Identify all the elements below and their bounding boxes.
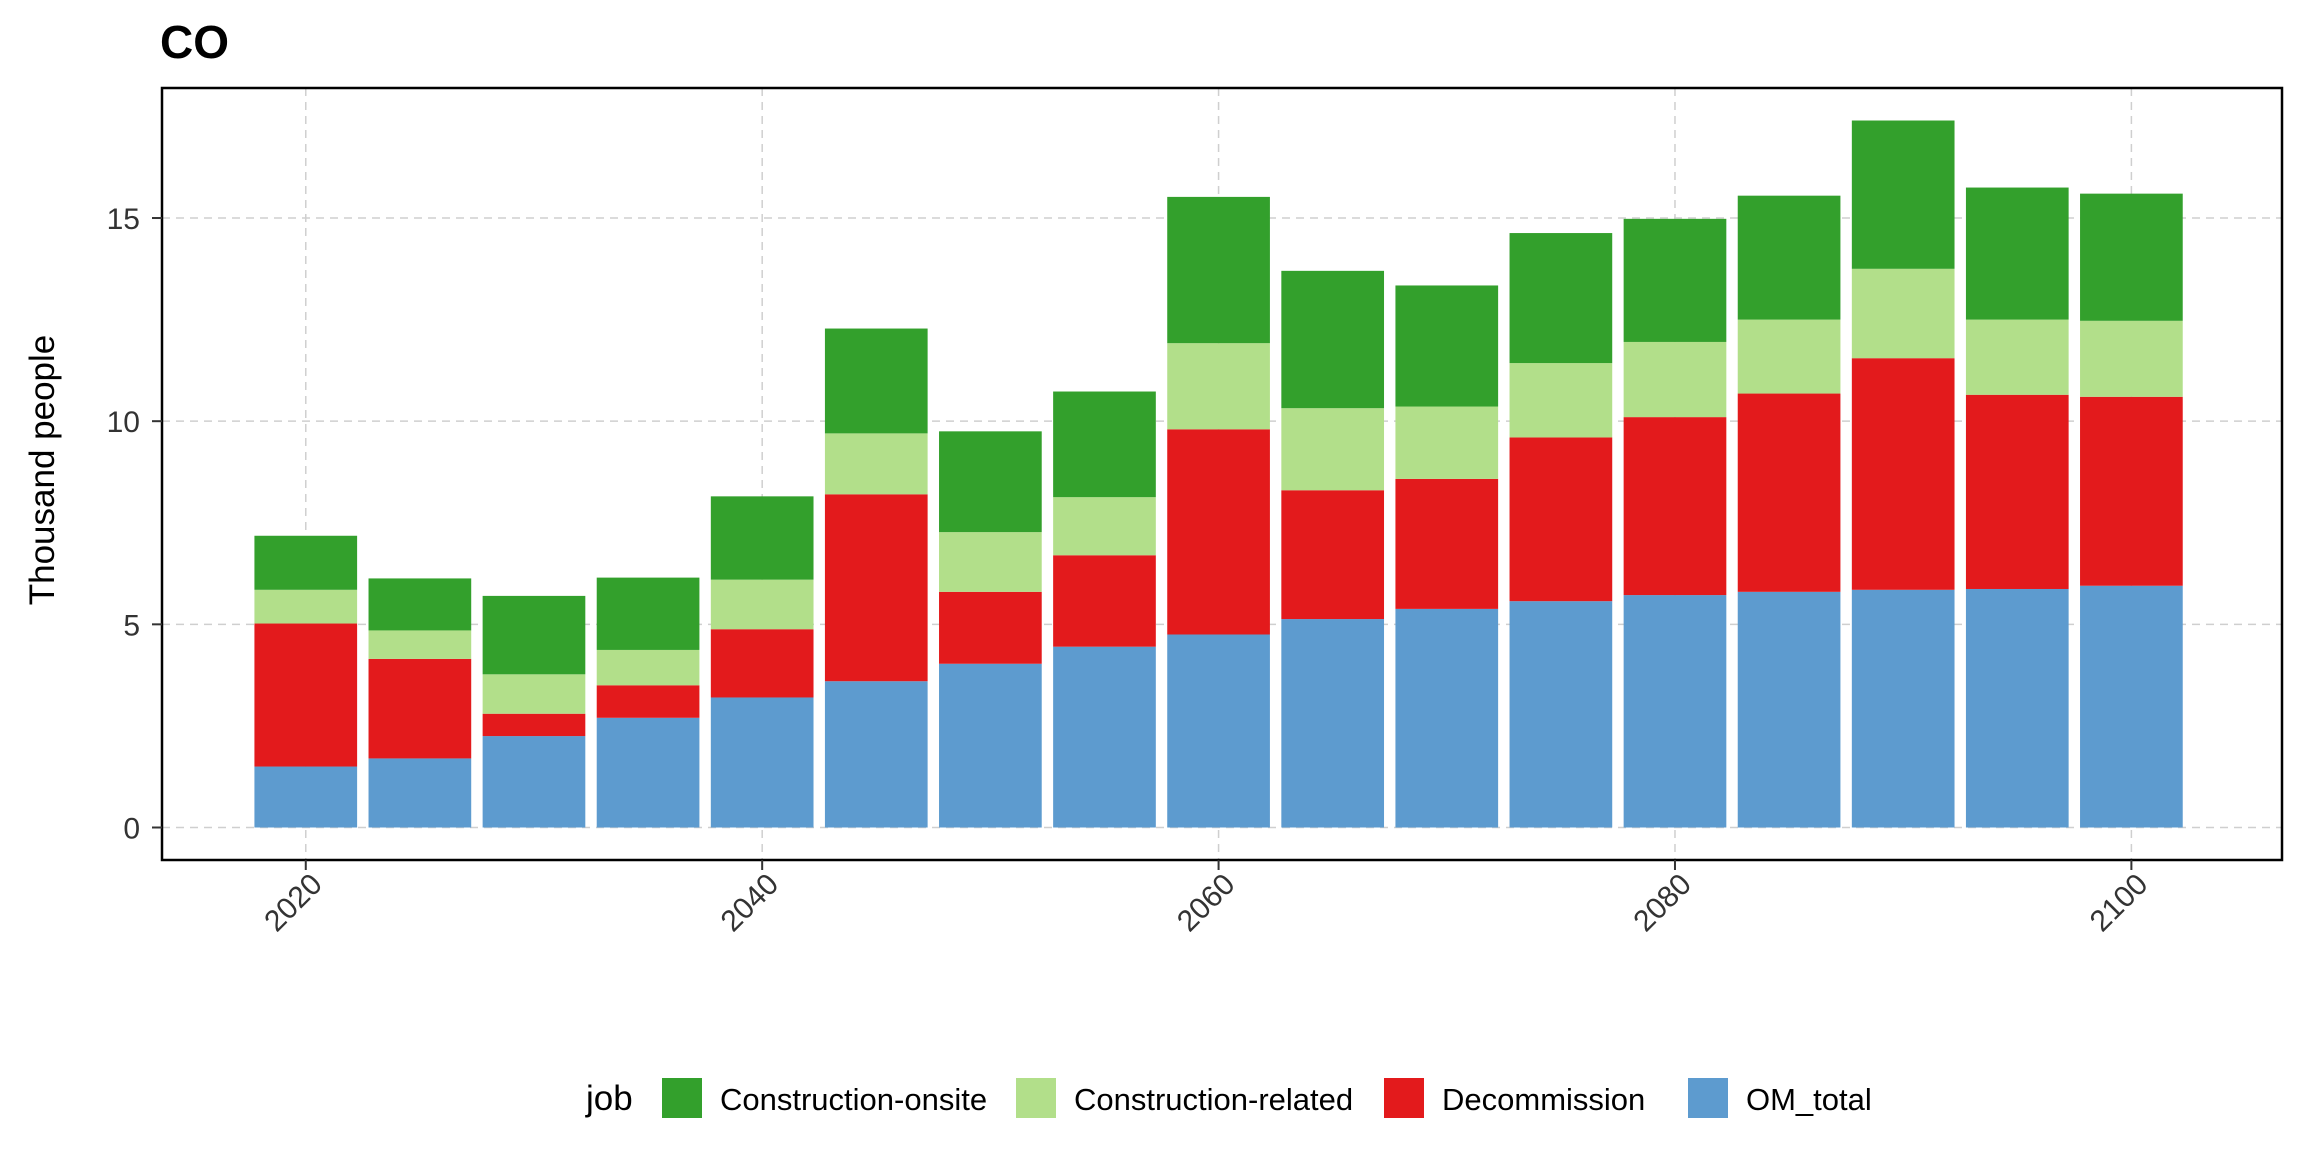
plot-frame: [160, 86, 2284, 862]
bar-segment-construction-related: [1851, 268, 1955, 359]
bar-segment-decommission: [1281, 490, 1385, 620]
bar-segment-decommission: [1395, 478, 1499, 609]
bar-segment-construction-onsite: [1167, 196, 1270, 344]
legend-label-decommission: Decommission: [1442, 1082, 1645, 1117]
x-tick-label: 2040: [715, 868, 786, 939]
bar-segment-construction-related: [254, 589, 358, 624]
bar-segment-construction-related: [2080, 320, 2183, 397]
bar-segment-construction-related: [1281, 408, 1385, 491]
bar-segment-construction-related: [939, 532, 1042, 592]
bar-segment-construction-related: [1623, 341, 1727, 418]
legend-label-construction-related: Construction-related: [1074, 1082, 1353, 1117]
bar-segment-construction-onsite: [1737, 195, 1841, 320]
bar-segment-decommission: [1737, 393, 1841, 592]
bar-segment-om-total: [1623, 595, 1727, 828]
chart-title: CO: [160, 16, 229, 68]
bar-segment-construction-onsite: [1395, 285, 1499, 407]
bar-segment-om-total: [482, 736, 586, 828]
x-tick-label: 2080: [1627, 868, 1698, 939]
bar-segment-decommission: [710, 629, 814, 698]
bar-segment-construction-onsite: [1281, 270, 1385, 409]
bar-segment-construction-onsite: [1053, 391, 1156, 498]
bar-segment-om-total: [254, 766, 358, 828]
bar-segment-om-total: [1509, 601, 1613, 828]
bar-segment-decommission: [1053, 555, 1156, 647]
y-tick-label: 10: [107, 406, 140, 439]
bar-segment-om-total: [368, 758, 472, 828]
y-tick-label: 5: [123, 609, 140, 642]
bar-segment-construction-related: [1053, 497, 1156, 556]
bar-segment-construction-related: [710, 579, 814, 630]
bar-segment-construction-onsite: [710, 496, 814, 580]
bar-segment-decommission: [1167, 429, 1270, 635]
bar-segment-construction-related: [368, 630, 472, 659]
bar-segment-om-total: [1281, 619, 1385, 828]
bar-segment-om-total: [939, 663, 1042, 828]
bar-segment-decommission: [824, 494, 928, 682]
bar-segment-om-total: [1851, 589, 1955, 828]
legend-key-decommission: [1384, 1078, 1424, 1118]
bar-segment-construction-related: [482, 674, 586, 714]
bar-segment-construction-onsite: [482, 595, 586, 675]
bar-segment-construction-related: [1509, 363, 1613, 438]
legend-key-construction-related: [1016, 1078, 1056, 1118]
bar-segment-decommission: [939, 591, 1042, 664]
bar-segment-construction-related: [824, 433, 928, 495]
bar-segment-construction-onsite: [1623, 218, 1727, 342]
bar-segment-construction-onsite: [2080, 193, 2183, 321]
bar-segment-om-total: [710, 697, 814, 828]
bar-segment-om-total: [596, 717, 700, 828]
bar-segment-decommission: [1509, 437, 1613, 602]
legend-label-om-total: OM_total: [1746, 1082, 1872, 1117]
bar-segment-om-total: [1395, 608, 1499, 828]
bar-segment-construction-onsite: [1965, 187, 2069, 320]
x-tick-label: 2060: [1171, 868, 1242, 939]
bar-segment-decommission: [368, 658, 472, 759]
bar-segment-decommission: [2080, 396, 2183, 586]
bar-segment-om-total: [1167, 634, 1270, 828]
bar-segment-decommission: [254, 623, 358, 767]
legend-key-construction-onsite: [662, 1078, 702, 1118]
bar-segment-decommission: [596, 685, 700, 718]
y-tick-label: 0: [123, 812, 140, 845]
bar-segment-construction-onsite: [368, 578, 472, 631]
legend-key-om-total: [1688, 1078, 1728, 1118]
bar-segment-om-total: [1965, 588, 2069, 828]
bar-segment-construction-onsite: [1509, 233, 1613, 364]
bar-segment-om-total: [824, 681, 928, 828]
bar-segment-construction-related: [1395, 406, 1499, 479]
y-axis-label: Thousand people: [23, 335, 62, 606]
bar-segment-decommission: [1851, 358, 1955, 590]
legend-label-construction-onsite: Construction-onsite: [720, 1082, 987, 1117]
legend: job Construction-onsite Construction-rela…: [585, 1078, 1872, 1118]
bar-segment-decommission: [1965, 394, 2069, 589]
bar-segment-construction-onsite: [254, 535, 358, 590]
bar-segment-construction-onsite: [596, 577, 700, 650]
bar-segment-om-total: [1053, 646, 1156, 828]
x-tick-label: 2020: [258, 868, 329, 939]
bar-segment-construction-related: [1737, 319, 1841, 394]
bar-segment-construction-related: [1965, 319, 2069, 395]
bar-segment-construction-related: [1167, 343, 1270, 430]
legend-items: Construction-onsite Construction-related D…: [662, 1078, 1872, 1118]
bar-segment-decommission: [1623, 417, 1727, 596]
bar-segment-construction-related: [596, 649, 700, 686]
bar-segment-om-total: [2080, 585, 2183, 828]
y-tick-label: 15: [107, 203, 140, 236]
legend-title: job: [585, 1079, 633, 1118]
bars: [254, 120, 2183, 828]
bar-segment-construction-onsite: [824, 328, 928, 434]
bar-segment-om-total: [1737, 591, 1841, 828]
x-tick-label: 2100: [2084, 868, 2155, 939]
bar-segment-construction-onsite: [939, 431, 1042, 533]
bar-segment-decommission: [482, 713, 586, 737]
bar-segment-construction-onsite: [1851, 120, 1955, 269]
